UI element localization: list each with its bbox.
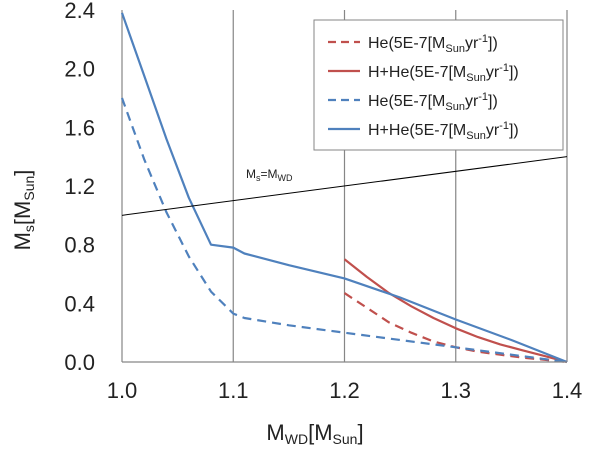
y-tick-label: 1.6 <box>64 115 95 140</box>
reference-line <box>121 156 568 216</box>
y-axis-title: Ms[MSun] <box>10 170 37 251</box>
y-tick-label: 1.2 <box>64 174 95 199</box>
x-tick-label: 1.3 <box>440 378 471 403</box>
x-tick-label: 1.2 <box>329 378 360 403</box>
series-line-2 <box>120 97 568 364</box>
series-line-1 <box>343 258 568 364</box>
legend-label-0: He(5E-7[MSunyr-1]) <box>368 33 498 55</box>
legend-label-2: He(5E-7[MSunyr-1]) <box>368 91 498 113</box>
x-tick-label: 1.1 <box>218 378 249 403</box>
series-line-3 <box>120 12 568 364</box>
x-tick-label: 1.4 <box>552 378 583 403</box>
series-layer <box>120 12 568 364</box>
reference-line-label: Ms=MWD <box>246 167 293 183</box>
y-tick-label: 0.4 <box>64 291 95 316</box>
reference-line-layer <box>121 156 568 216</box>
y-tick-label: 2.0 <box>64 57 95 82</box>
x-tick-label: 1.0 <box>107 378 138 403</box>
legend-label-1: H+He(5E-7[MSunyr-1]) <box>368 62 519 84</box>
axis-layer: 1.0 1.1 1.2 1.3 1.4 0.0 0.4 0.8 1.2 1.6 2.0 2.4 <box>64 0 582 403</box>
legend-label-3: H+He(5E-7[MSunyr-1]) <box>368 120 519 142</box>
legend: He(5E-7[MSunyr-1]) H+He(5E-7[MSunyr-1]) He… <box>313 19 564 151</box>
y-tick-label: 0.8 <box>64 233 95 258</box>
x-axis-title: MWD[MSun] <box>266 420 363 447</box>
y-tick-label: 0.0 <box>64 350 95 375</box>
y-tick-label: 2.4 <box>64 0 95 23</box>
